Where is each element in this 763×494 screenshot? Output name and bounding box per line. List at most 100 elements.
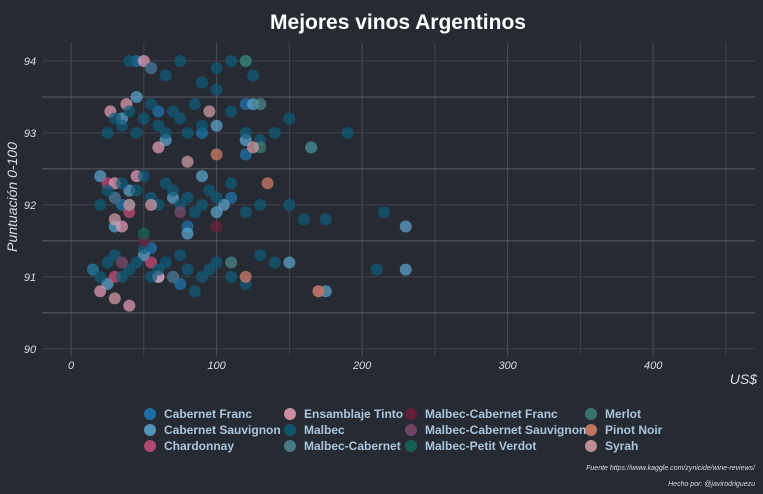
data-point bbox=[181, 126, 194, 139]
chart-title: Mejores vinos Argentinos bbox=[270, 11, 526, 34]
x-tick-label: 100 bbox=[207, 360, 226, 372]
data-point bbox=[210, 220, 223, 233]
data-point bbox=[116, 256, 129, 269]
data-point bbox=[196, 170, 209, 183]
data-point bbox=[137, 227, 150, 240]
legend-label: Malbec-Cabernet Sauvignon bbox=[425, 423, 586, 437]
x-tick-label: 300 bbox=[498, 360, 517, 372]
y-tick-label: 92 bbox=[24, 200, 36, 212]
legend-swatch bbox=[585, 424, 597, 436]
data-point bbox=[174, 206, 187, 219]
data-point bbox=[108, 213, 121, 226]
y-tick-labels: 90 91 92 93 94 bbox=[24, 56, 37, 356]
data-point bbox=[130, 184, 143, 197]
data-point bbox=[225, 270, 238, 283]
data-point bbox=[174, 249, 187, 262]
data-point bbox=[246, 141, 259, 154]
legend-label: Malbec-Petit Verdot bbox=[425, 439, 536, 453]
data-point bbox=[283, 256, 296, 269]
data-point bbox=[377, 206, 390, 219]
legend-label: Malbec bbox=[304, 423, 345, 437]
data-point bbox=[210, 191, 223, 204]
x-tick-labels: 0 100 200 300 400 bbox=[68, 360, 663, 372]
data-point bbox=[305, 141, 318, 154]
data-point bbox=[181, 227, 194, 240]
data-point bbox=[196, 76, 209, 89]
data-point bbox=[203, 105, 216, 118]
data-point bbox=[283, 112, 296, 125]
legend-swatch bbox=[144, 440, 156, 452]
data-point bbox=[145, 98, 158, 111]
data-point bbox=[188, 285, 201, 298]
data-point bbox=[181, 263, 194, 276]
y-tick-label: 90 bbox=[24, 344, 37, 356]
data-point bbox=[174, 54, 187, 67]
source-caption: Fuente https://www.kaggle.com/zynicide/w… bbox=[586, 465, 756, 472]
data-point bbox=[108, 191, 121, 204]
data-point bbox=[159, 126, 172, 139]
data-points bbox=[86, 54, 412, 312]
data-point bbox=[196, 119, 209, 132]
x-tick-label: 0 bbox=[68, 360, 75, 372]
data-point bbox=[268, 256, 281, 269]
data-point bbox=[210, 119, 223, 132]
legend-swatch bbox=[284, 408, 296, 420]
data-point bbox=[108, 292, 121, 305]
legend-label: Merlot bbox=[605, 407, 641, 421]
data-point bbox=[254, 98, 267, 111]
data-point bbox=[123, 299, 136, 312]
data-point bbox=[101, 126, 114, 139]
data-point bbox=[166, 270, 179, 283]
data-point bbox=[283, 198, 296, 211]
data-point bbox=[94, 198, 107, 211]
data-point bbox=[137, 170, 150, 183]
data-point bbox=[312, 285, 325, 298]
data-point bbox=[254, 198, 267, 211]
data-point bbox=[246, 69, 259, 82]
data-point bbox=[196, 198, 209, 211]
data-point bbox=[188, 98, 201, 111]
data-point bbox=[145, 198, 158, 211]
data-point bbox=[210, 83, 223, 96]
data-point bbox=[239, 270, 252, 283]
legend-label: Chardonnay bbox=[164, 439, 234, 453]
data-point bbox=[152, 141, 165, 154]
legend: Cabernet Franc Cabernet Sauvignon Chardonn… bbox=[144, 407, 663, 453]
data-point bbox=[130, 126, 143, 139]
data-point bbox=[116, 119, 129, 132]
data-point bbox=[254, 249, 267, 262]
data-point bbox=[137, 112, 150, 125]
data-point bbox=[225, 54, 238, 67]
data-point bbox=[145, 62, 158, 75]
data-point bbox=[239, 206, 252, 219]
data-point bbox=[166, 184, 179, 197]
data-point bbox=[239, 126, 252, 139]
y-axis-label: Puntuación 0-100 bbox=[4, 142, 20, 252]
legend-swatch bbox=[585, 440, 597, 452]
legend-swatch bbox=[144, 408, 156, 420]
data-point bbox=[181, 155, 194, 168]
data-point bbox=[239, 54, 252, 67]
data-point bbox=[130, 90, 143, 103]
legend-swatch bbox=[284, 440, 296, 452]
data-point bbox=[123, 54, 136, 67]
x-tick-label: 400 bbox=[644, 360, 663, 372]
data-point bbox=[319, 213, 332, 226]
legend-swatch bbox=[144, 424, 156, 436]
legend-label: Malbec-Cabernet bbox=[304, 439, 401, 453]
data-point bbox=[399, 220, 412, 233]
legend-label: Cabernet Sauvignon bbox=[164, 423, 281, 437]
data-point bbox=[159, 69, 172, 82]
data-point bbox=[225, 256, 238, 269]
legend-swatch bbox=[405, 408, 417, 420]
x-axis-label: US$ bbox=[730, 371, 757, 387]
data-point bbox=[210, 256, 223, 269]
data-point bbox=[399, 263, 412, 276]
data-point bbox=[174, 112, 187, 125]
data-point bbox=[268, 126, 281, 139]
data-point bbox=[210, 62, 223, 75]
legend-label: Syrah bbox=[605, 439, 638, 453]
